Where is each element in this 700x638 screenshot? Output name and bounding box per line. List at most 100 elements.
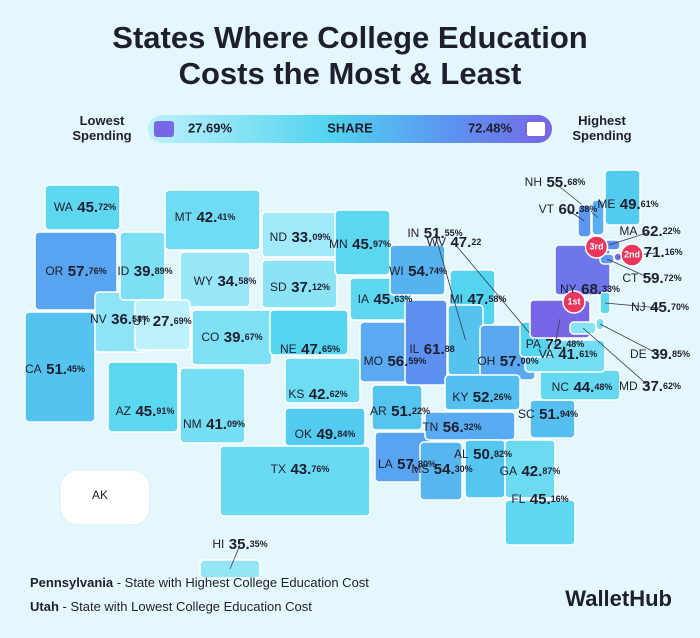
state-label: UT 27.69% xyxy=(132,313,191,330)
state-label: OK 49.84% xyxy=(295,426,356,443)
state-value: 57.00% xyxy=(500,353,539,370)
state-abbr: CT xyxy=(622,271,639,285)
state-abbr: AZ xyxy=(116,404,131,418)
state-shape xyxy=(24,311,96,423)
state-value: 42.87% xyxy=(521,463,560,480)
state-label: ME 49.61% xyxy=(597,196,658,213)
state-value: 52.26% xyxy=(473,389,512,406)
leader-line xyxy=(453,242,536,340)
leader-line xyxy=(608,231,651,246)
state-label: MA 62.22% xyxy=(619,223,680,240)
state-abbr: IN xyxy=(407,226,419,240)
leader-line xyxy=(604,302,661,309)
state-shape xyxy=(371,384,423,431)
state-value: 72.48% xyxy=(545,336,584,353)
title-line: States Where College Education xyxy=(112,20,587,55)
state-label: MN 45.97% xyxy=(329,236,391,253)
state-label: PA 72.48% xyxy=(526,336,584,353)
state-label: KS 42.62% xyxy=(288,386,347,403)
state-abbr: MT xyxy=(175,210,193,224)
state-shape xyxy=(404,299,448,386)
state-label: AZ 45.91% xyxy=(116,403,175,420)
state-abbr: WV xyxy=(427,235,446,249)
state-value: 60.38% xyxy=(558,201,597,218)
state-shape xyxy=(164,189,261,251)
state-label: ID 39.89% xyxy=(117,263,172,280)
state-label: MO 56.59% xyxy=(364,353,427,370)
state-label: OH 57.00% xyxy=(477,353,538,370)
state-label: MI 47.58% xyxy=(450,291,507,308)
state-abbr: VA xyxy=(539,347,554,361)
alaska xyxy=(59,469,151,526)
rank-badge xyxy=(584,235,609,259)
state-value: 41.61% xyxy=(558,346,597,363)
state-value: 51.55% xyxy=(424,225,463,242)
leader-line xyxy=(554,318,561,346)
leader-line xyxy=(229,544,241,570)
rank-label: 3rd xyxy=(589,241,603,251)
state-label: AR 51.22% xyxy=(370,403,430,420)
state-value: 54.30% xyxy=(434,461,473,478)
state-value: 45.91% xyxy=(135,403,174,420)
state-abbr: TX xyxy=(271,462,286,476)
state-value: 62.22% xyxy=(642,223,681,240)
state-abbr: KS xyxy=(288,387,304,401)
state-abbr: MS xyxy=(411,462,429,476)
state-value: 43.76% xyxy=(290,461,329,478)
state-value: 35.35% xyxy=(229,536,268,553)
legend-high-label: Highest Spending xyxy=(572,113,631,143)
state-value: 47.65% xyxy=(301,341,340,358)
state-value: 34.58% xyxy=(217,273,256,290)
state-abbr: SC xyxy=(518,407,535,421)
state-shape xyxy=(419,441,463,501)
state-shape xyxy=(179,367,246,444)
state-value: 45.72% xyxy=(77,199,116,216)
rank-badge xyxy=(620,243,644,267)
state-label: CA 51.45% xyxy=(25,361,85,378)
state-abbr: AL xyxy=(454,447,469,461)
state-value: 56.59% xyxy=(387,353,426,370)
state-abbr: MI xyxy=(450,292,463,306)
state-shape xyxy=(179,251,251,308)
state-abbr: ND xyxy=(270,230,288,244)
state-label: DE 39.85% xyxy=(630,346,690,363)
state-label: CT 59.72% xyxy=(622,270,681,287)
state-value: 36.58% xyxy=(111,311,150,328)
note-text: - State with Lowest College Education Co… xyxy=(59,599,312,614)
state-abbr: NC xyxy=(552,380,570,394)
leader-line xyxy=(606,258,653,280)
state-abbr: OH xyxy=(477,354,495,368)
state-value: 71.16% xyxy=(644,244,683,261)
state-value: 45.97% xyxy=(352,236,391,253)
state-abbr: HI xyxy=(212,537,224,551)
state-label: NC 44.48% xyxy=(552,379,613,396)
state-abbr: KY xyxy=(452,390,468,404)
state-label: LA 57.80% xyxy=(378,456,436,473)
state-abbr: UT xyxy=(132,314,149,328)
state-value: 57.76% xyxy=(68,263,107,280)
state-shape xyxy=(269,309,349,356)
state-shape xyxy=(219,445,371,517)
state-shape xyxy=(504,499,576,546)
state-abbr: OK xyxy=(295,427,312,441)
state-value: 42.62% xyxy=(309,386,348,403)
state-value: 57.80% xyxy=(397,456,436,473)
state-value: 49.61% xyxy=(620,196,659,213)
state-abbr: WA xyxy=(54,200,73,214)
state-value: 42.41% xyxy=(196,209,235,226)
leader-line xyxy=(567,209,585,222)
state-value: 45.63% xyxy=(373,291,412,308)
state-label: AL 50.82% xyxy=(454,446,512,463)
state-value: 59.72% xyxy=(643,270,682,287)
state-label: SD 37.12% xyxy=(270,279,330,296)
rank-label: 2nd xyxy=(624,249,640,259)
state-value: 27.69% xyxy=(153,313,192,330)
state-value: 39.89% xyxy=(134,263,173,280)
leader-line xyxy=(434,233,466,341)
state-abbr: SD xyxy=(270,280,287,294)
state-abbr: FL xyxy=(511,492,525,506)
state-abbr: NE xyxy=(280,342,297,356)
state-label: MS 54.30% xyxy=(411,461,472,478)
state-abbr: WI xyxy=(389,264,404,278)
state-shape xyxy=(604,169,641,226)
